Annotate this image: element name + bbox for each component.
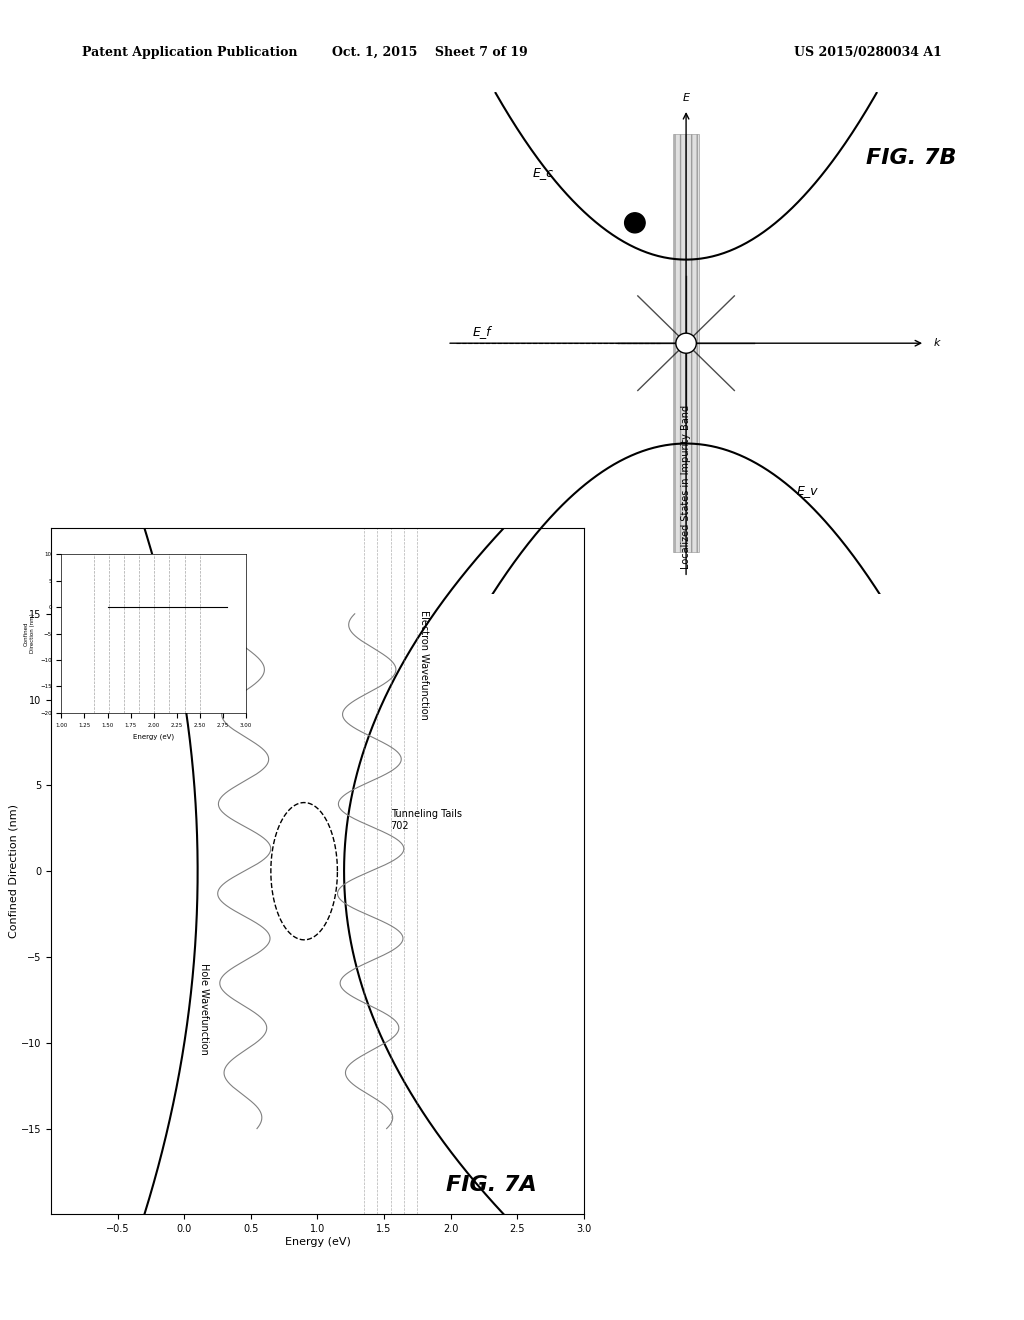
Y-axis label: Confined
Direction (nm): Confined Direction (nm) [24,614,35,653]
Circle shape [676,333,696,354]
Text: E_c: E_c [532,166,554,180]
Circle shape [625,213,645,232]
Text: US 2015/0280034 A1: US 2015/0280034 A1 [795,46,942,59]
Text: E_v: E_v [797,483,818,496]
Text: Patent Application Publication: Patent Application Publication [82,46,297,59]
Bar [674,135,698,552]
Text: Oct. 1, 2015    Sheet 7 of 19: Oct. 1, 2015 Sheet 7 of 19 [332,46,528,59]
Text: FIG. 7B: FIG. 7B [866,148,956,169]
Text: Hole Wavefunction: Hole Wavefunction [200,962,209,1055]
Text: FIG. 7A: FIG. 7A [446,1175,537,1195]
Text: Electron Wavefunction: Electron Wavefunction [419,610,429,721]
Text: Tunneling Tails
702: Tunneling Tails 702 [391,809,462,830]
Text: k: k [934,338,940,348]
X-axis label: Energy (eV): Energy (eV) [133,733,174,739]
Text: Localized States in Impurity Band: Localized States in Impurity Band [681,405,691,569]
Text: E_f: E_f [473,325,492,338]
X-axis label: Energy (eV): Energy (eV) [285,1237,350,1247]
Text: E: E [683,92,689,103]
Y-axis label: Confined Direction (nm): Confined Direction (nm) [8,804,18,939]
